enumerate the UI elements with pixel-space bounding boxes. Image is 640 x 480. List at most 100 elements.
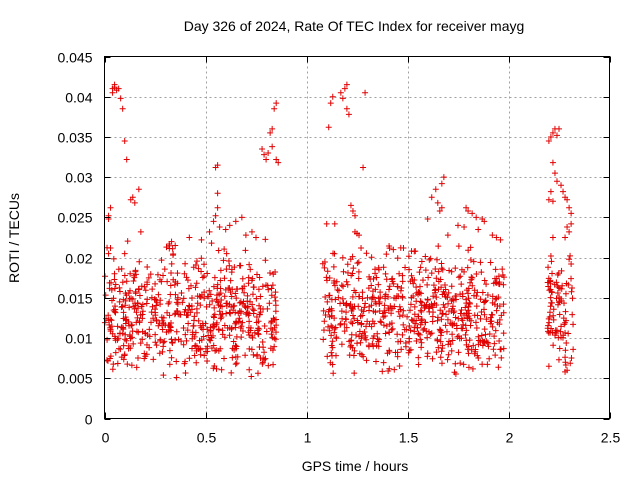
data-point bbox=[427, 255, 434, 262]
data-point bbox=[197, 346, 204, 353]
x-tick-label: 1 bbox=[304, 430, 312, 446]
data-point bbox=[213, 347, 220, 354]
data-point bbox=[330, 250, 337, 257]
data-point bbox=[545, 264, 552, 271]
data-point bbox=[228, 293, 235, 300]
data-point bbox=[195, 265, 202, 272]
data-point bbox=[194, 293, 201, 300]
data-point bbox=[159, 317, 166, 324]
data-point bbox=[569, 295, 576, 302]
data-point bbox=[164, 278, 171, 285]
data-point bbox=[153, 316, 160, 323]
data-point bbox=[361, 304, 368, 311]
data-point bbox=[231, 302, 238, 309]
data-point bbox=[199, 274, 206, 281]
data-point bbox=[363, 323, 370, 330]
data-point bbox=[463, 300, 470, 307]
data-point bbox=[444, 232, 451, 239]
data-point bbox=[241, 302, 248, 309]
data-point bbox=[337, 89, 344, 96]
data-point bbox=[386, 365, 393, 372]
data-point bbox=[330, 370, 337, 377]
data-point bbox=[399, 312, 406, 319]
data-point bbox=[369, 318, 376, 325]
data-point bbox=[246, 331, 253, 338]
data-point bbox=[394, 255, 401, 262]
data-point bbox=[355, 268, 362, 275]
data-point bbox=[270, 315, 277, 322]
data-point bbox=[271, 335, 278, 342]
data-point bbox=[445, 351, 452, 358]
data-point bbox=[418, 316, 425, 323]
data-point bbox=[120, 356, 127, 363]
data-point bbox=[370, 308, 377, 315]
data-point bbox=[482, 331, 489, 338]
data-point bbox=[238, 308, 245, 315]
data-point bbox=[354, 340, 361, 347]
data-point bbox=[558, 334, 565, 341]
data-point bbox=[174, 308, 181, 315]
data-point bbox=[239, 285, 246, 292]
data-point bbox=[152, 280, 159, 287]
data-point bbox=[104, 244, 111, 251]
data-point bbox=[569, 284, 576, 291]
data-point bbox=[172, 242, 179, 249]
data-point bbox=[191, 352, 198, 359]
data-point bbox=[259, 339, 266, 346]
data-point bbox=[330, 279, 337, 286]
data-point bbox=[115, 345, 122, 352]
data-point bbox=[398, 346, 405, 353]
data-point bbox=[270, 361, 277, 368]
data-points bbox=[101, 81, 577, 381]
data-point bbox=[492, 327, 499, 334]
data-point bbox=[206, 287, 213, 294]
data-point bbox=[209, 332, 216, 339]
data-point bbox=[391, 294, 398, 301]
data-point bbox=[116, 284, 123, 291]
data-point bbox=[220, 257, 227, 264]
data-point bbox=[157, 336, 164, 343]
data-point bbox=[150, 315, 157, 322]
y-tick-label: 0.015 bbox=[57, 291, 92, 307]
data-point bbox=[254, 271, 261, 278]
data-point bbox=[207, 337, 214, 344]
data-point bbox=[554, 290, 561, 297]
data-point bbox=[382, 270, 389, 277]
data-point bbox=[351, 370, 358, 377]
data-point bbox=[435, 286, 442, 293]
data-point bbox=[380, 322, 387, 329]
data-point bbox=[341, 85, 348, 92]
data-point bbox=[495, 364, 502, 371]
data-point bbox=[486, 330, 493, 337]
data-point bbox=[462, 304, 469, 311]
data-point bbox=[464, 315, 471, 322]
data-point bbox=[545, 137, 552, 144]
data-point bbox=[204, 358, 211, 365]
data-point bbox=[470, 342, 477, 349]
x-tick-label: 0.5 bbox=[197, 430, 217, 446]
axis-ticks bbox=[104, 56, 611, 420]
data-point bbox=[357, 339, 364, 346]
data-point bbox=[250, 351, 257, 358]
data-point bbox=[128, 295, 135, 302]
data-point bbox=[434, 314, 441, 321]
data-point bbox=[500, 309, 507, 316]
data-point bbox=[215, 326, 222, 333]
data-point bbox=[329, 352, 336, 359]
data-point bbox=[429, 313, 436, 320]
data-point bbox=[565, 281, 572, 288]
data-point bbox=[122, 336, 129, 343]
data-point bbox=[418, 344, 425, 351]
data-point bbox=[464, 264, 471, 271]
data-point bbox=[256, 302, 263, 309]
data-point bbox=[424, 334, 431, 341]
data-point bbox=[144, 279, 151, 286]
data-point bbox=[219, 331, 226, 338]
data-point bbox=[560, 188, 567, 195]
data-point bbox=[463, 327, 470, 334]
data-point bbox=[499, 272, 506, 279]
data-point bbox=[438, 265, 445, 272]
data-point bbox=[133, 309, 140, 316]
data-point bbox=[338, 282, 345, 289]
data-point bbox=[128, 322, 135, 329]
